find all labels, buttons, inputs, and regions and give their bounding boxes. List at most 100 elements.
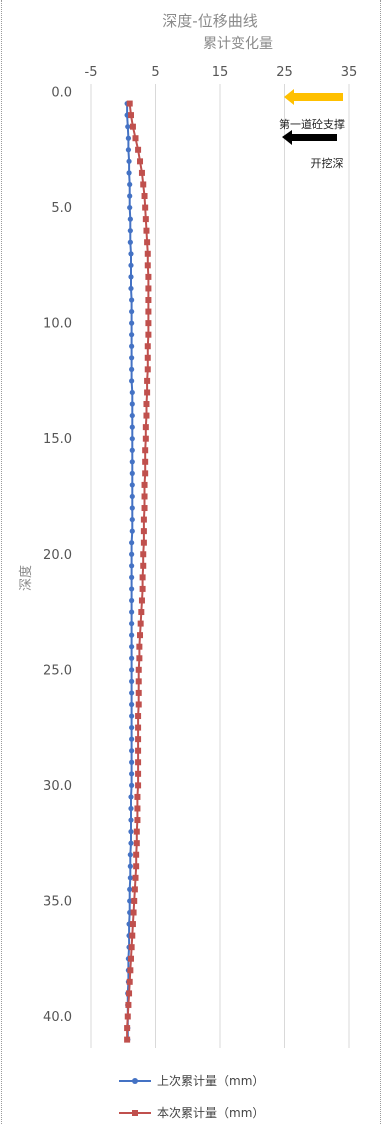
data-point xyxy=(129,320,135,326)
data-point xyxy=(129,447,135,453)
data-point xyxy=(137,620,144,627)
data-point xyxy=(129,609,135,615)
data-point xyxy=(129,759,135,765)
data-point xyxy=(127,216,133,222)
y-tick-labels: 0.0 5.0 10.0 15.0 20.0 25.0 30.0 35.0 40.0 xyxy=(43,86,72,1026)
data-point xyxy=(127,898,133,904)
data-point xyxy=(135,782,142,789)
data-point xyxy=(137,158,144,165)
data-point xyxy=(129,736,135,742)
data-point xyxy=(135,146,142,153)
data-point xyxy=(134,817,141,824)
data-point xyxy=(144,389,151,396)
data-point xyxy=(129,782,135,788)
data-point xyxy=(129,482,135,488)
series-group xyxy=(124,100,152,1043)
data-point xyxy=(129,401,135,407)
data-point xyxy=(142,204,149,211)
data-point xyxy=(129,620,135,627)
data-point xyxy=(129,493,135,500)
data-point xyxy=(136,655,143,662)
data-point xyxy=(129,332,135,338)
data-point xyxy=(142,216,149,223)
data-point xyxy=(140,562,147,569)
data-point xyxy=(127,181,133,188)
data-point xyxy=(144,262,151,269)
data-point xyxy=(131,897,138,904)
data-point xyxy=(125,147,132,153)
data-point xyxy=(128,285,134,292)
black-arrow-icon xyxy=(282,130,337,145)
y-tick-label: 30.0 xyxy=(43,779,72,794)
data-point xyxy=(144,354,151,361)
data-point xyxy=(129,748,135,754)
data-point xyxy=(128,251,134,257)
data-point xyxy=(129,366,135,372)
data-point xyxy=(142,424,149,431)
data-point xyxy=(127,886,133,892)
data-point xyxy=(128,805,134,812)
x-tick-label: 35 xyxy=(341,65,358,80)
data-point xyxy=(129,123,136,130)
data-point xyxy=(125,1001,132,1008)
data-point xyxy=(127,955,134,962)
data-point xyxy=(129,597,135,604)
data-point xyxy=(144,250,151,257)
data-point xyxy=(129,436,135,442)
data-point xyxy=(144,366,151,373)
y-tick-label: 0.0 xyxy=(51,86,72,101)
y-tick-label: 10.0 xyxy=(43,317,72,332)
data-point xyxy=(124,1036,131,1043)
yellow-arrow-icon xyxy=(284,89,343,105)
data-point xyxy=(128,262,134,268)
legend-item-current: 本次累计量（mm） xyxy=(119,1106,264,1120)
data-point xyxy=(128,274,134,280)
data-point xyxy=(135,724,142,731)
data-point xyxy=(141,193,148,200)
data-point xyxy=(126,170,132,176)
data-point xyxy=(145,297,152,304)
data-point xyxy=(141,505,148,512)
data-point xyxy=(129,667,135,673)
data-point xyxy=(129,551,135,557)
data-point xyxy=(133,863,140,870)
data-point xyxy=(143,401,150,408)
data-point xyxy=(124,1013,131,1020)
data-point xyxy=(129,470,135,476)
series-line xyxy=(126,103,150,1040)
data-point xyxy=(129,701,135,708)
y-tick-label: 20.0 xyxy=(43,548,72,563)
data-point xyxy=(141,481,148,488)
data-point xyxy=(129,921,136,928)
data-point xyxy=(137,632,144,639)
legend-marker-current xyxy=(132,1110,138,1116)
data-point xyxy=(145,273,152,280)
data-point xyxy=(143,412,150,419)
data-point xyxy=(145,285,152,292)
data-point xyxy=(145,331,152,338)
data-point xyxy=(126,990,133,997)
y-tick-label: 15.0 xyxy=(43,432,72,447)
data-point xyxy=(129,308,135,315)
data-point xyxy=(135,759,142,766)
y-tick-label: 35.0 xyxy=(43,894,72,909)
x-axis-label: 累计变化量 xyxy=(203,36,273,52)
data-point xyxy=(125,124,131,130)
legend-marker-previous xyxy=(132,1078,138,1084)
data-point xyxy=(127,193,133,199)
data-point xyxy=(129,516,135,523)
x-tick-label: 5 xyxy=(151,65,159,80)
data-point xyxy=(138,597,145,604)
data-point xyxy=(129,632,135,638)
y-tick-label: 5.0 xyxy=(51,201,72,216)
y-axis-label: 深度 xyxy=(18,565,34,591)
data-point xyxy=(144,239,151,246)
legend-label-current: 本次累计量（mm） xyxy=(157,1106,264,1120)
data-point xyxy=(124,1025,131,1032)
x-tick-label: 25 xyxy=(276,65,293,80)
data-point xyxy=(129,540,135,546)
data-point xyxy=(140,551,147,558)
chart-title: 深度-位移曲线 xyxy=(162,12,257,30)
data-point xyxy=(139,574,146,581)
